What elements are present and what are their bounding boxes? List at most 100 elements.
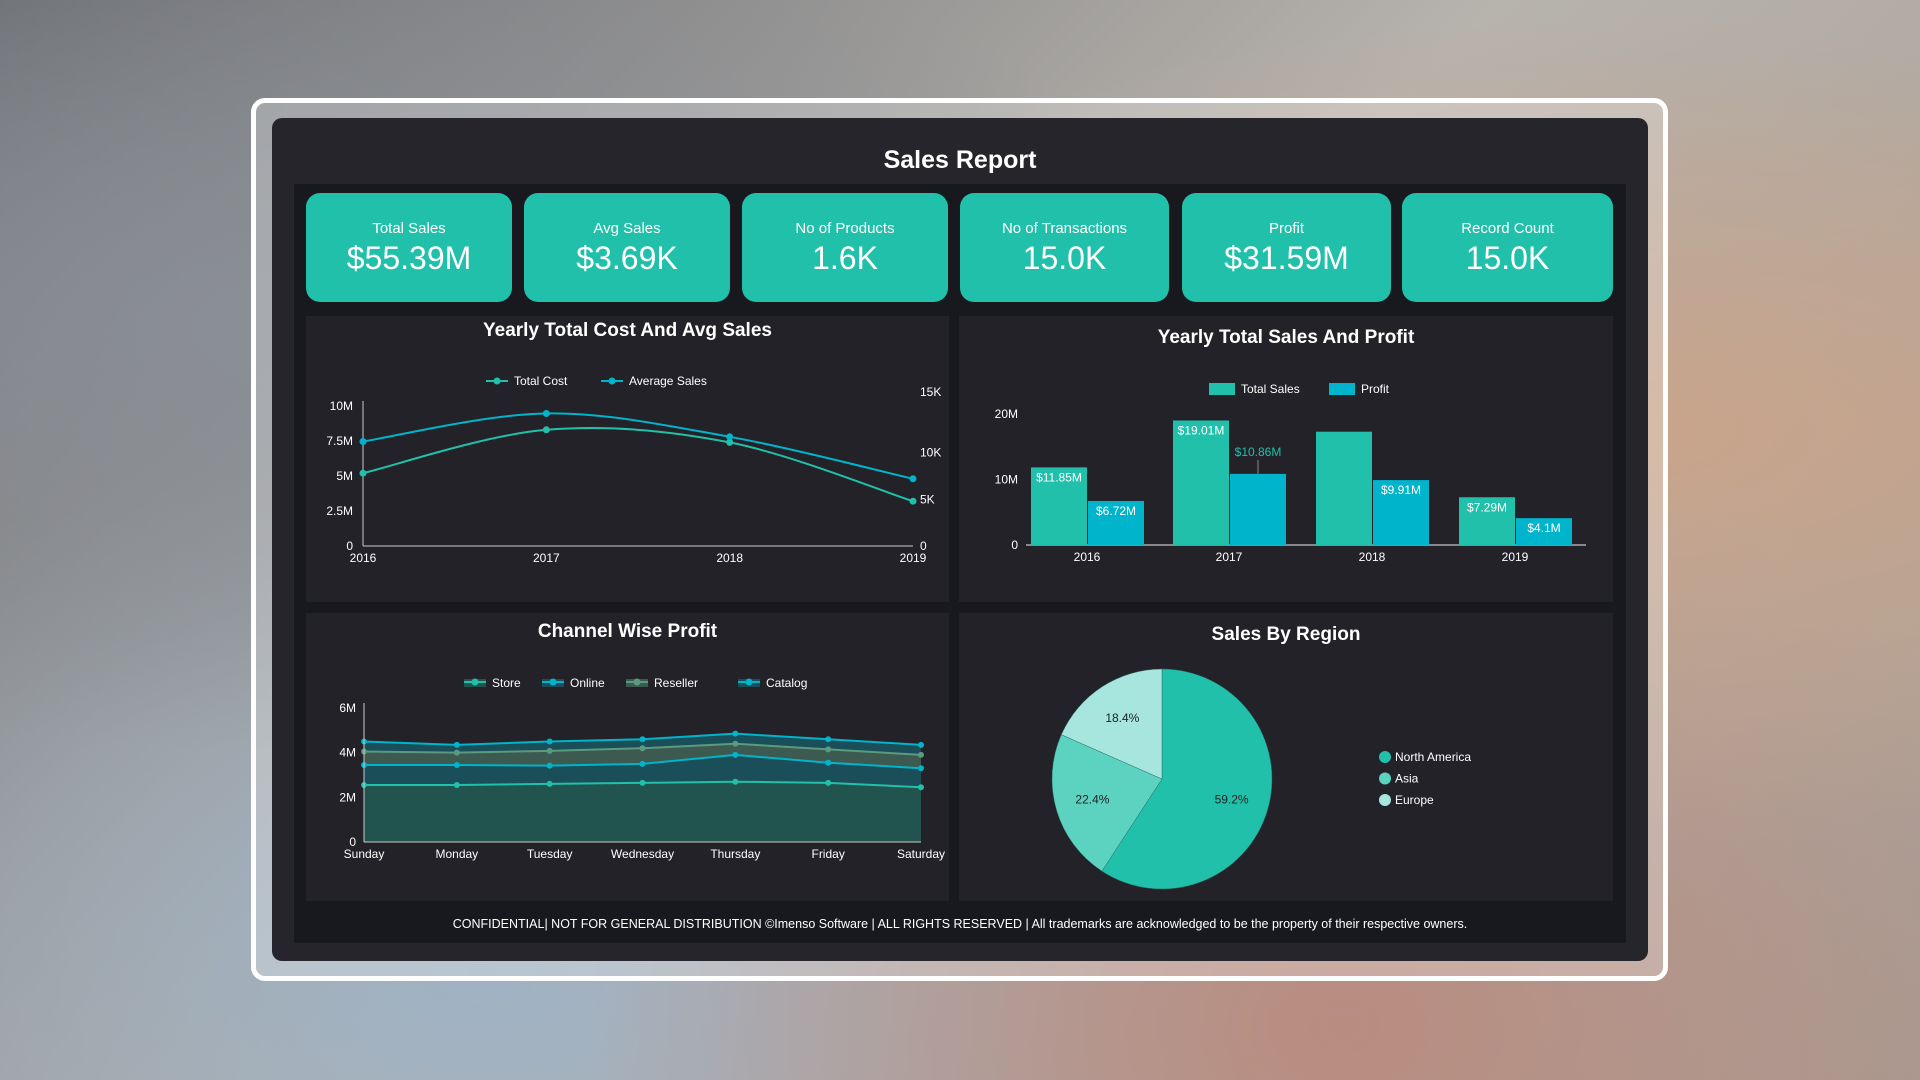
x-tick-label: Sunday — [344, 847, 385, 861]
chart-title: Channel Wise Profit — [537, 621, 718, 642]
y-tick-label: 0 — [349, 835, 356, 849]
x-tick-label: Friday — [811, 847, 844, 861]
line-chart-panel: Yearly Total Cost And Avg Sales 0 2.5M 5M 7… — [306, 316, 949, 602]
x-tick-label: 2018 — [1359, 550, 1386, 564]
kpi-value: 15.0K — [1465, 240, 1550, 276]
kpi-value: $3.69K — [576, 240, 678, 276]
data-point — [918, 751, 924, 758]
y-tick-label: 0 — [346, 539, 353, 553]
data-point — [453, 782, 460, 789]
data-point — [732, 751, 739, 758]
y-tick-label: 10M — [995, 473, 1018, 487]
chart-title: Sales By Region — [1211, 624, 1361, 645]
legend-label: Average Sales — [629, 374, 707, 388]
x-tick-label: Monday — [435, 847, 478, 861]
x-tick-label: Saturday — [897, 847, 945, 861]
legend-marker — [1379, 794, 1391, 806]
bar-total-sales — [1459, 497, 1515, 545]
legend-label: Profit — [1361, 382, 1390, 396]
y-tick-label: 20M — [995, 407, 1018, 421]
x-tick-label: 2016 — [1074, 550, 1101, 564]
slice-label: 18.4% — [1105, 711, 1139, 725]
legend-marker — [549, 678, 557, 686]
footer-disclaimer: CONFIDENTIAL| NOT FOR GENERAL DISTRIBUTI… — [452, 917, 1468, 931]
bar-chart-panel: Yearly Total Sales And Profit 0 10M 20M 201… — [959, 316, 1613, 602]
pie-slice-asia — [1051, 734, 1163, 872]
data-label: $19.01M — [1178, 423, 1225, 437]
kpi-avg-sales[interactable]: Avg Sales $3.69K — [524, 193, 730, 302]
x-tick-label: 2019 — [900, 551, 927, 565]
data-point — [639, 760, 646, 767]
data-point — [546, 747, 553, 754]
data-point — [726, 438, 734, 446]
x-tick-label: Tuesday — [527, 847, 573, 861]
data-point — [909, 475, 917, 483]
slice-label: 59.2% — [1215, 793, 1249, 807]
data-point — [453, 749, 460, 756]
data-label: $11.85M — [1036, 470, 1082, 484]
data-point — [825, 779, 832, 786]
pie-slice-north-america — [1101, 668, 1273, 890]
data-point — [825, 759, 832, 766]
data-point — [825, 746, 832, 753]
data-point — [546, 780, 553, 787]
data-point — [909, 497, 917, 505]
data-label: $9.91M — [1381, 483, 1421, 497]
x-tick-label: 2019 — [1502, 550, 1529, 564]
legend-label: Total Cost — [514, 374, 568, 388]
legend-swatch — [1329, 383, 1355, 395]
data-point — [726, 433, 734, 441]
legend-marker — [471, 678, 479, 686]
bar-profit — [1373, 480, 1429, 545]
chart-title: Yearly Total Sales And Profit — [1157, 327, 1415, 348]
data-point — [639, 779, 646, 786]
kpi-products[interactable]: No of Products 1.6K — [742, 193, 948, 302]
page-title: Sales Report — [883, 146, 1037, 174]
legend-label: Online — [570, 676, 605, 690]
x-tick-label: 2018 — [716, 551, 743, 565]
kpi-profit[interactable]: Profit $31.59M — [1182, 193, 1391, 302]
kpi-value: $31.59M — [1224, 240, 1349, 276]
y-right-tick-label: 10K — [920, 446, 941, 460]
area-online — [364, 754, 921, 788]
y-tick-label: 2M — [339, 790, 356, 804]
x-tick-label: Thursday — [710, 847, 760, 861]
x-tick-label: 2017 — [533, 551, 560, 565]
kpi-label: Record Count — [1461, 220, 1554, 237]
y-tick-label: 10M — [330, 399, 353, 413]
y-right-tick-label: 0 — [920, 539, 927, 553]
kpi-transactions[interactable]: No of Transactions 15.0K — [960, 193, 1169, 302]
pie-slice-europe — [1060, 668, 1163, 780]
bar-total-sales — [1316, 431, 1372, 545]
area-chart-panel: Channel Wise Profit 0 2M 4M 6M Sunday Monday T… — [306, 613, 949, 901]
area-catalog — [364, 733, 921, 755]
legend-swatch — [1209, 383, 1235, 395]
kpi-label: No of Transactions — [1001, 220, 1128, 237]
legend-label: Europe — [1395, 793, 1434, 807]
kpi-total-sales[interactable]: Total Sales $55.39M — [306, 193, 512, 302]
data-point — [359, 437, 367, 445]
line-chart: 0 2.5M 5M 7.5M 10M 0 5K 10K 15K 2016 2017 2018 2019 T… — [326, 374, 941, 565]
data-point — [639, 736, 646, 743]
kpi-label: Profit — [1268, 220, 1304, 237]
data-point — [546, 738, 553, 745]
area-store — [364, 781, 921, 842]
data-point — [542, 426, 550, 434]
series-line-total-cost — [362, 426, 914, 503]
data-point — [542, 409, 550, 417]
kpi-label: Total Sales — [372, 220, 446, 237]
bar-profit — [1516, 518, 1572, 545]
kpi-record-count[interactable]: Record Count 15.0K — [1402, 193, 1613, 302]
data-point — [918, 784, 924, 791]
data-point — [918, 765, 924, 772]
data-point — [732, 778, 739, 785]
legend-label: Asia — [1395, 772, 1419, 786]
bar-profit — [1230, 473, 1286, 545]
data-point — [453, 741, 460, 748]
y-right-tick-label: 15K — [920, 385, 941, 399]
bar-total-sales — [1173, 420, 1229, 545]
data-point — [732, 740, 739, 747]
y-tick-label: 6M — [339, 701, 356, 715]
legend-label: North America — [1395, 750, 1471, 764]
legend-marker — [1379, 751, 1391, 763]
